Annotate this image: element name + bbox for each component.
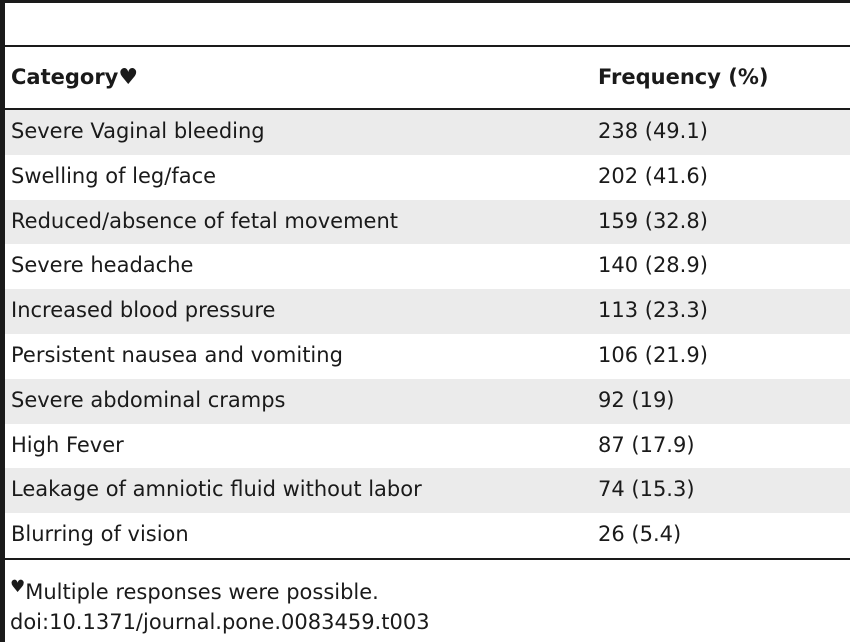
subheader-rule [5,108,850,110]
heart-icon: ♥ [118,65,139,90]
table-row: Blurring of vision 26 (5.4) [5,513,850,558]
category-cell: Severe headache [11,253,194,278]
frequency-cell: 87 (17.9) [598,432,695,457]
top-rule [5,0,850,3]
category-cell: Severe Vaginal bleeding [11,119,265,143]
left-edge-bar [0,0,5,642]
table-row: Leakage of amniotic fluid without labor … [5,468,850,514]
heart-icon: ♥ [10,577,26,597]
category-column-header: Category♥ [11,65,138,90]
category-cell: Swelling of leg/face [11,163,217,188]
table-row: Persistent nausea and vomiting 106 (21.9… [5,334,850,379]
footnote-text-line: ♥Multiple responses were possible. [10,577,430,608]
frequency-cell: 238 (49.1) [598,119,708,143]
frequency-cell: 140 (28.9) [598,253,708,278]
category-cell: Persistent nausea and vomiting [11,342,343,367]
table-row: Swelling of leg/face 202 (41.6) [5,155,850,200]
category-header-label: Category [11,65,119,89]
header-rule [5,45,850,47]
doi-link[interactable]: doi:10.1371/journal.pone.0083459.t003 [10,610,430,634]
category-cell: Reduced/absence of fetal movement [11,208,399,233]
frequency-cell: 159 (32.8) [598,208,708,233]
frequency-cell: 26 (5.4) [598,522,682,547]
frequency-column-header: Frequency (%) [598,65,769,89]
footnote-text: Multiple responses were possible. [25,580,379,604]
category-cell: Blurring of vision [11,522,189,547]
bottom-rule [5,558,850,560]
frequency-cell: 92 (19) [598,387,675,412]
table-row: Severe Vaginal bleeding 238 (49.1) [5,110,850,155]
frequency-cell: 202 (41.6) [598,163,708,188]
category-cell: Severe abdominal cramps [11,387,286,412]
table-row: Severe headache 140 (28.9) [5,244,850,289]
table-row: High Fever 87 (17.9) [5,424,850,469]
frequency-cell: 74 (15.3) [598,477,695,502]
table-header: Category♥ Frequency (%) [5,55,850,103]
frequency-cell: 113 (23.3) [598,298,708,323]
category-cell: High Fever [11,432,124,457]
table-row: Reduced/absence of fetal movement 159 (3… [5,199,850,245]
table-row: Increased blood pressure 113 (23.3) [5,289,850,334]
category-cell: Increased blood pressure [11,298,276,323]
table-row: Severe abdominal cramps 92 (19) [5,378,850,424]
category-cell: Leakage of amniotic fluid without labor [11,477,422,502]
table-body: Severe Vaginal bleeding 238 (49.1) Swell… [5,110,850,558]
frequency-cell: 106 (21.9) [598,342,708,367]
table-footnote: ♥Multiple responses were possible. doi:1… [10,577,430,636]
